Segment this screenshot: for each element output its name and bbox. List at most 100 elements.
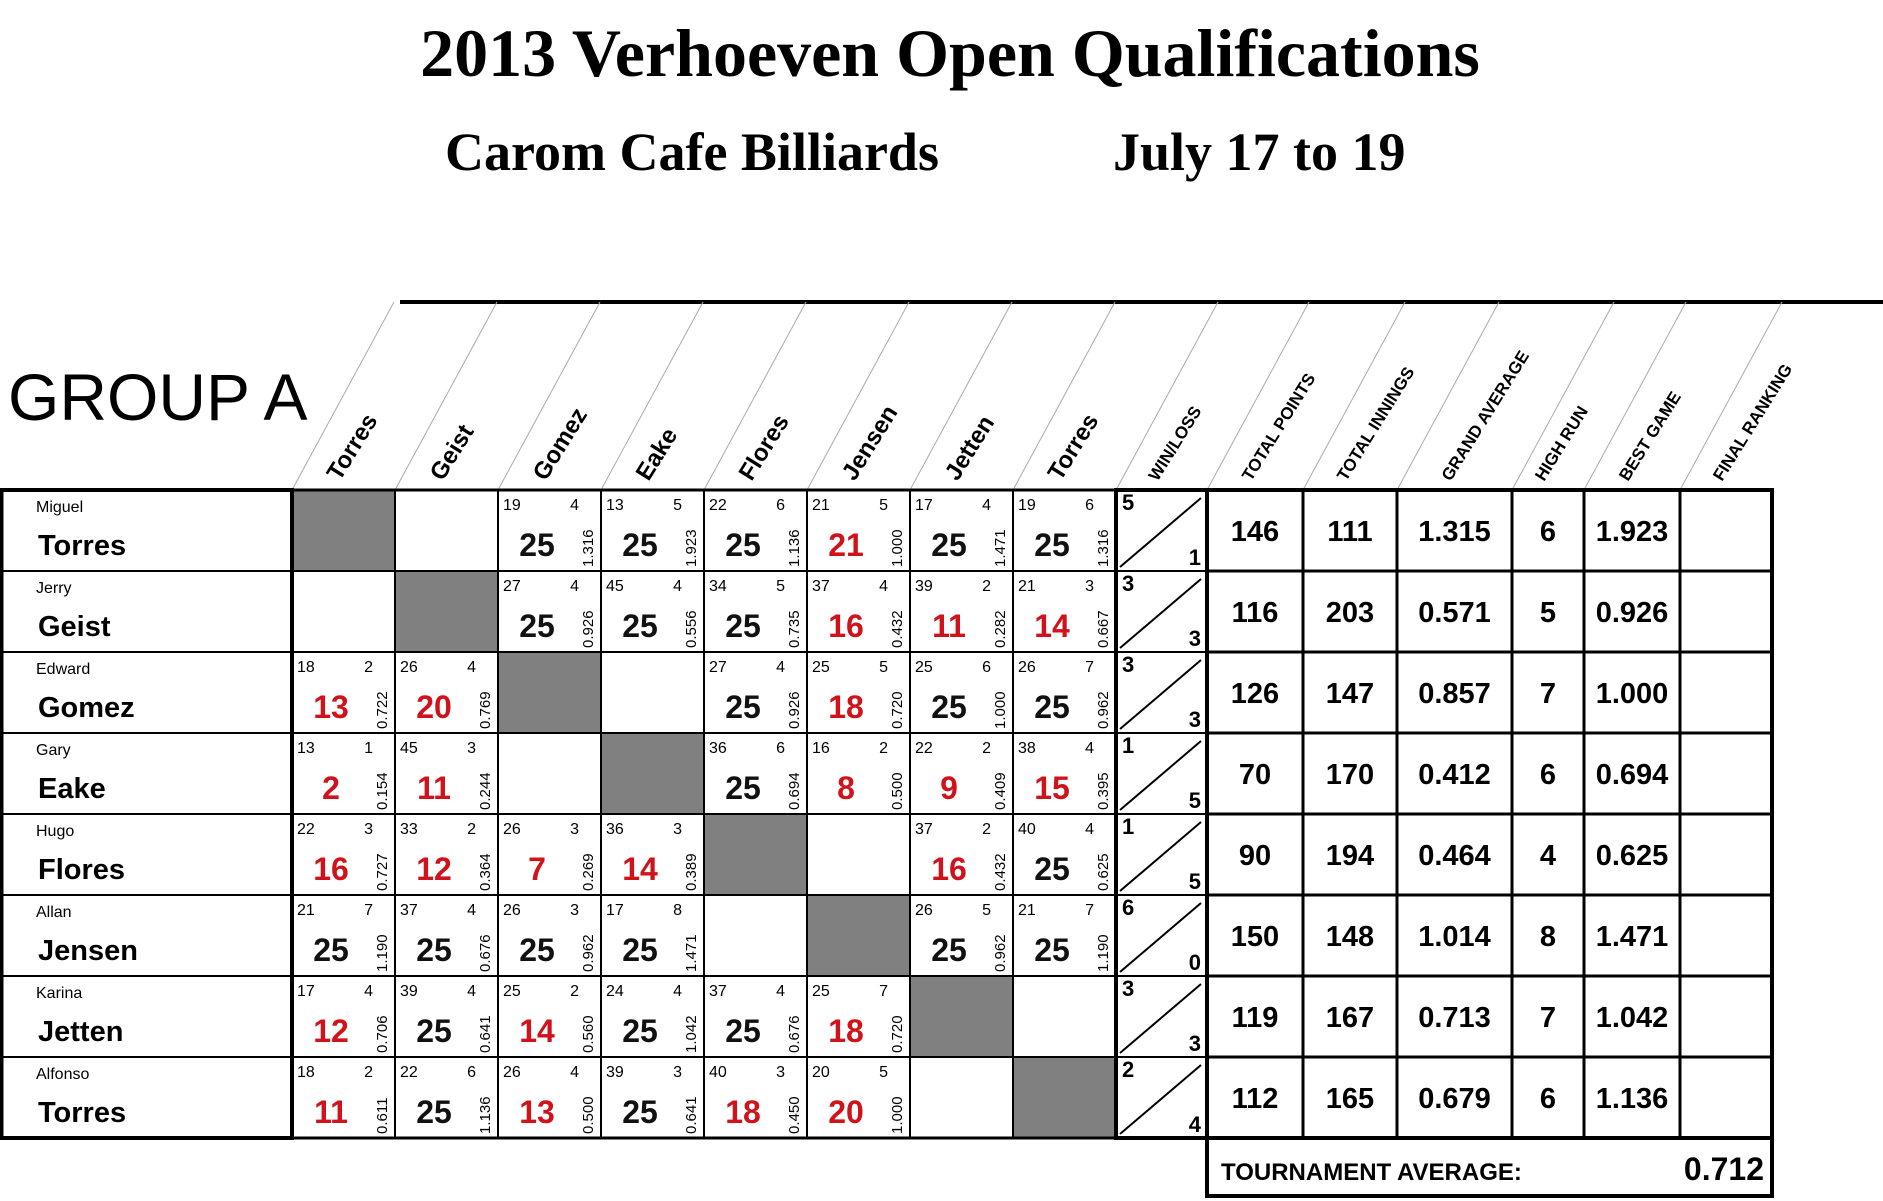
stat-cell (1395, 569, 1514, 654)
innings: 21 (1018, 578, 1036, 595)
column-header: Jetten (940, 411, 1000, 485)
game-average: 0.706 (374, 1015, 391, 1053)
game-average: 0.409 (992, 772, 1009, 810)
game-cell (1012, 813, 1117, 896)
stat-value: 150 (1231, 921, 1279, 953)
innings: 22 (915, 740, 933, 757)
first-name: Hugo (36, 823, 74, 840)
stat-value: 194 (1326, 840, 1374, 872)
high-run: 7 (364, 902, 373, 919)
stat-cell (1582, 488, 1682, 573)
stat-value: 70 (1239, 759, 1271, 791)
stat-header: BEST GAME (1615, 388, 1685, 484)
game-cell (600, 651, 705, 734)
stat-value: 6 (1540, 516, 1556, 548)
game-cell (291, 570, 396, 653)
score: 18 (828, 1013, 864, 1049)
game-average: 0.667 (1095, 610, 1112, 648)
score: 25 (313, 932, 349, 968)
game-average: 0.676 (786, 1015, 803, 1053)
blocked-cell (806, 894, 911, 977)
stat-cell (1510, 974, 1586, 1059)
last-name: Jensen (38, 935, 138, 967)
score: 25 (931, 527, 967, 563)
wins: 1 (1122, 814, 1134, 839)
innings: 25 (812, 983, 830, 1000)
game-average: 1.000 (889, 1096, 906, 1134)
game-cell (291, 1056, 396, 1139)
game-cell (909, 651, 1014, 734)
stat-value: 6 (1540, 759, 1556, 791)
game-cell (703, 489, 808, 572)
first-name: Jerry (36, 580, 72, 597)
high-run: 2 (982, 740, 991, 757)
score: 25 (725, 608, 761, 644)
game-cell (703, 975, 808, 1058)
game-average: 0.389 (683, 853, 700, 891)
name-cell (0, 1056, 293, 1139)
stat-value: 1.042 (1596, 1002, 1669, 1034)
high-run: 3 (1085, 578, 1094, 595)
venue: Carom Cafe Billiards (445, 122, 939, 182)
stat-value: 112 (1232, 1083, 1279, 1115)
stat-header: TOTAL INNINGS (1333, 364, 1418, 485)
stat-value: 170 (1326, 759, 1374, 791)
innings: 25 (812, 659, 830, 676)
high-run: 3 (776, 1064, 785, 1081)
innings: 45 (400, 740, 418, 757)
game-cell (497, 975, 602, 1058)
win-loss-divider (1119, 821, 1202, 892)
stat-cell (1301, 731, 1399, 816)
stat-value: 7 (1540, 1002, 1556, 1034)
score: 25 (725, 770, 761, 806)
game-cell (703, 1056, 808, 1139)
losses: 5 (1189, 788, 1201, 813)
ranking-cell (1678, 1055, 1774, 1140)
win-loss-divider (1119, 983, 1202, 1054)
score: 25 (519, 932, 555, 968)
high-run: 4 (1085, 821, 1094, 838)
game-average: 0.269 (580, 853, 597, 891)
stat-cell (1395, 893, 1514, 978)
stat-cell (1395, 974, 1514, 1059)
blocked-cell (600, 732, 705, 815)
game-average: 1.471 (683, 934, 700, 972)
game-cell (291, 813, 396, 896)
high-run: 4 (673, 983, 682, 1000)
stat-header: HIGH RUN (1531, 403, 1592, 484)
innings: 16 (812, 740, 830, 757)
high-run: 3 (467, 740, 476, 757)
high-run: 4 (467, 659, 476, 676)
game-cell (909, 894, 1014, 977)
game-average: 1.471 (992, 529, 1009, 567)
high-run: 3 (570, 821, 579, 838)
game-average: 0.926 (580, 610, 597, 648)
blocked-cell (291, 489, 396, 572)
header-slant (909, 301, 1013, 491)
score: 9 (940, 770, 958, 806)
innings: 26 (503, 1064, 521, 1081)
game-average: 0.962 (1095, 691, 1112, 729)
high-run: 7 (879, 983, 888, 1000)
game-average: 1.136 (477, 1096, 494, 1134)
score: 25 (416, 1094, 452, 1130)
high-run: 4 (776, 659, 785, 676)
header-slant (291, 301, 395, 491)
score: 21 (828, 527, 864, 563)
wins: 6 (1122, 895, 1134, 920)
tournament-average-value: 0.712 (1684, 1151, 1764, 1187)
stat-cell (1205, 488, 1305, 573)
stat-value: 6 (1540, 1083, 1556, 1115)
game-cell (1012, 975, 1117, 1058)
game-cell (909, 1056, 1014, 1139)
game-cell (291, 651, 396, 734)
game-cell (394, 813, 499, 896)
innings: 21 (1018, 902, 1036, 919)
innings: 25 (503, 983, 521, 1000)
innings: 22 (709, 497, 727, 514)
high-run: 5 (982, 902, 991, 919)
high-run: 5 (776, 578, 785, 595)
stat-value: 167 (1326, 1002, 1374, 1034)
stat-cell (1510, 812, 1586, 897)
